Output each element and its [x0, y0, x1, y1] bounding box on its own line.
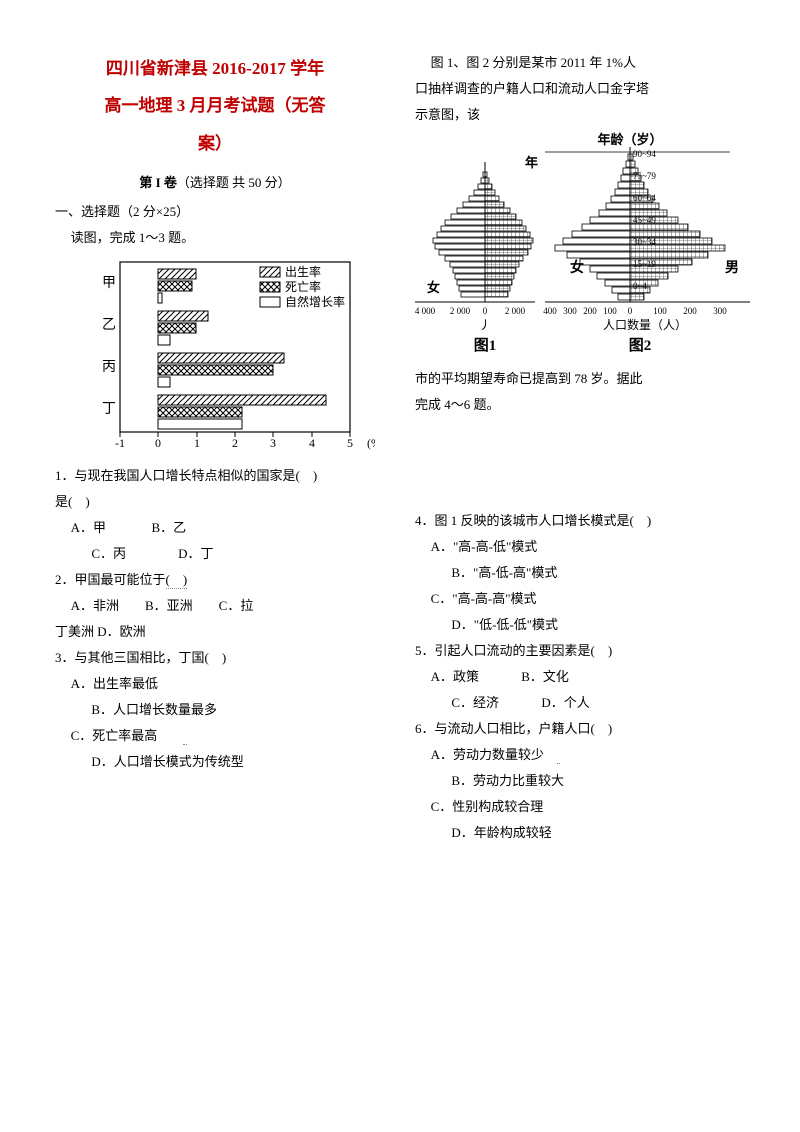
q2-paren: ( )	[166, 572, 188, 589]
q4-a: A．"高-高-低"模式	[415, 534, 755, 560]
svg-text:0: 0	[483, 306, 488, 316]
doc-title-line3: 案）	[55, 125, 375, 162]
right-intro-2: 口抽样调查的户籍人口和流动人口金字塔	[415, 76, 755, 102]
svg-text:90~94: 90~94	[633, 149, 656, 159]
bar-chart: 甲 乙 丙 丁 -1 0 1 2 3 4 5 (%)	[85, 257, 375, 457]
q2-row1: A．非洲 B．亚洲 C．拉	[55, 593, 375, 619]
svg-text:0: 0	[155, 436, 161, 450]
svg-text:出生率: 出生率	[285, 264, 321, 279]
row-jia: 甲	[102, 276, 116, 291]
q2-row2: 丁美洲 D．欧洲	[55, 619, 375, 645]
q2-c: C．拉	[219, 598, 254, 613]
male-label-2: 男	[725, 260, 739, 276]
right-intro-3: 示意图，该	[415, 102, 755, 128]
svg-text:2: 2	[232, 436, 238, 450]
q3c-dot	[183, 728, 186, 745]
q5-row1: A．政策 B．文化	[415, 664, 755, 690]
q1-row1: A．甲 B．乙	[55, 515, 375, 541]
svg-text:5: 5	[347, 436, 353, 450]
svg-text:-1: -1	[115, 436, 125, 450]
q4-c: C．"高-高-高"模式	[415, 586, 755, 612]
x-axis-fragment-1: 丿	[479, 318, 491, 332]
svg-text:2 000: 2 000	[505, 306, 526, 316]
right-cont-1: 市的平均期望寿命已提高到 78 岁。据此	[415, 366, 755, 392]
svg-text:自然增长率: 自然增长率	[285, 294, 345, 309]
q4: 4．图 1 反映的该城市人口增长模式是( )	[415, 508, 755, 534]
svg-text:200: 200	[583, 306, 597, 316]
svg-text:300: 300	[713, 306, 727, 316]
q5-c: C．经济	[451, 695, 499, 710]
doc-title-line1: 四川省新津县 2016-2017 学年	[55, 50, 375, 87]
q1-b: B．乙	[151, 520, 186, 535]
q6-c: C．性别构成较合理	[415, 794, 755, 820]
female-label-1: 女	[427, 280, 440, 295]
q3-b: B．人口增长数量最多	[55, 697, 375, 723]
q5-row2: C．经济 D．个人	[415, 690, 755, 716]
section-1-desc: （选择题 共 50 分）	[177, 175, 291, 190]
q1: 1．与现在我国人口增长特点相似的国家是( )	[55, 463, 375, 489]
svg-text:0: 0	[628, 306, 633, 316]
q4-d: D．"低-低-低"模式	[415, 612, 755, 638]
q5-d: D．个人	[541, 695, 589, 710]
female-label-2: 女	[570, 259, 584, 276]
q1-cont: 是( )	[55, 489, 375, 515]
q3-a: A．出生率最低	[55, 671, 375, 697]
x-axis-label-2: 人口数量（人）	[603, 317, 687, 332]
svg-text:3: 3	[270, 436, 276, 450]
svg-text:100: 100	[653, 306, 667, 316]
q4-b: B．"高-低-高"模式	[415, 560, 755, 586]
right-intro-1: 图 1、图 2 分别是某市 2011 年 1%人	[415, 50, 755, 76]
section-1-header: 第 I 卷（选择题 共 50 分）	[55, 172, 375, 191]
fig2-label: 图2	[629, 337, 652, 354]
q5-a: A．政策	[431, 669, 479, 684]
row-yi: 乙	[102, 317, 116, 333]
section-1-sub: 一、选择题（2 分×25）	[55, 199, 375, 225]
doc-title-line2: 高一地理 3 月月考试题（无答	[55, 87, 375, 124]
q3: 3．与其他三国相比，丁国( )	[55, 645, 375, 671]
q1-d: D．丁	[178, 546, 213, 561]
q3-d: D．人口增长模式为传统型	[55, 749, 375, 775]
q2: 2．甲国最可能位于( )	[55, 567, 375, 593]
q1-a: A．甲	[71, 520, 106, 535]
svg-text:4: 4	[309, 436, 315, 450]
q1-c: C．丙	[91, 546, 126, 561]
q2-a: A．非洲	[71, 598, 119, 613]
svg-text:死亡率: 死亡率	[285, 279, 321, 294]
q6: 6．与流动人口相比，户籍人口( )	[415, 716, 755, 742]
q3-c: C．死亡率最高	[55, 723, 375, 749]
q6-a: A．劳动力数量较少	[415, 742, 755, 768]
q6-b: B．劳动力比重较大	[415, 768, 755, 794]
age-axis-title: 年龄（岁）	[597, 132, 662, 147]
section-1-label: 第 I 卷	[139, 175, 177, 190]
svg-text:(%): (%)	[367, 436, 375, 450]
q6-d: D．年龄构成较轻	[415, 820, 755, 846]
q2-b: B．亚洲	[145, 598, 193, 613]
fig1-label: 图1	[474, 337, 497, 354]
svg-text:1: 1	[194, 436, 200, 450]
svg-text:100: 100	[603, 306, 617, 316]
population-pyramids: 年龄（岁） 90~94 75~79 60~64 45~49 30~34 15~1…	[415, 132, 755, 362]
svg-text:200: 200	[683, 306, 697, 316]
svg-text:300: 300	[563, 306, 577, 316]
q6a-dot	[557, 747, 560, 764]
right-cont-2: 完成 4～6 题。	[415, 392, 755, 418]
fig1-char: 年	[525, 155, 538, 170]
prompt-1-3: 读图，完成 1～3 题。	[55, 225, 375, 251]
svg-text:400: 400	[543, 306, 557, 316]
svg-text:4 000: 4 000	[415, 306, 436, 316]
q1-row2: C．丙 D．丁	[55, 541, 375, 567]
row-bing: 丙	[102, 360, 116, 375]
row-ding: 丁	[102, 402, 116, 417]
svg-text:2 000: 2 000	[450, 306, 471, 316]
q5: 5．引起人口流动的主要因素是( )	[415, 638, 755, 664]
q5-b: B．文化	[521, 669, 569, 684]
